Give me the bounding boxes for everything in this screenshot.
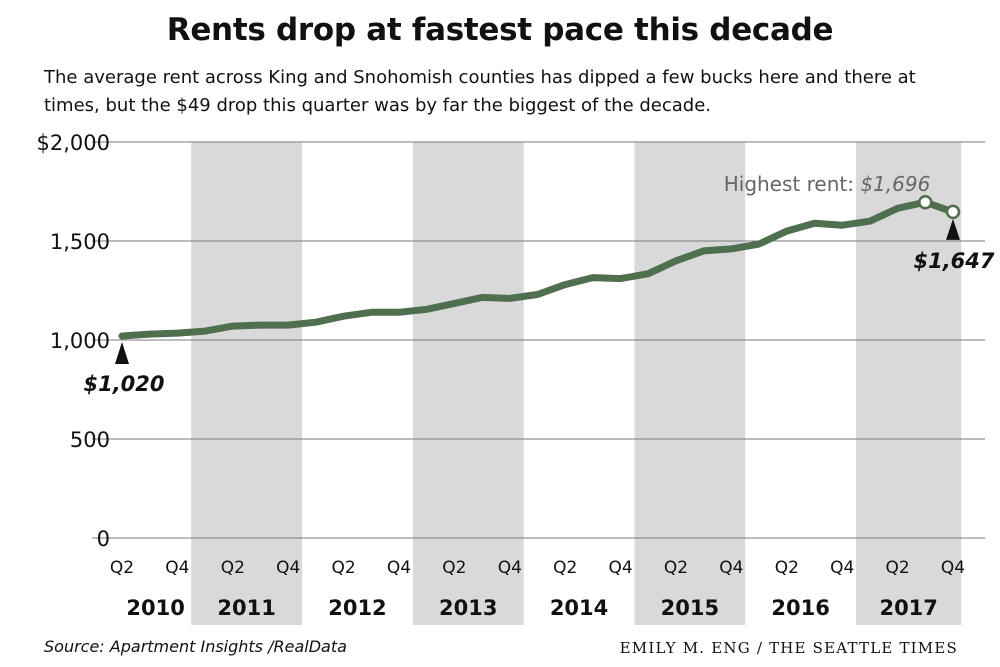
- chart-subtitle: The average rent across King and Snohomi…: [44, 67, 916, 116]
- peak-annotation-prefix: Highest rent:: [724, 172, 861, 196]
- x-tick-label: Q4: [498, 558, 522, 578]
- x-tick-label: Q2: [664, 558, 688, 578]
- year-label-2017: 2017: [879, 596, 937, 620]
- peak-annotation-label: Highest rent: $1,696: [724, 172, 931, 196]
- year-label-2011: 2011: [217, 596, 275, 620]
- start-arrow-marker: [115, 342, 129, 365]
- year-label-2015: 2015: [661, 596, 719, 620]
- year-label-2012: 2012: [328, 596, 386, 620]
- year-label-2016: 2016: [771, 596, 829, 620]
- credit-line: EMILY M. ENG / THE SEATTLE TIMES: [619, 639, 958, 657]
- peak-annotation-value: $1,696: [860, 172, 930, 196]
- x-tick-label: Q2: [221, 558, 245, 578]
- y-tick-label: 0: [97, 527, 110, 551]
- x-tick-label: Q4: [165, 558, 189, 578]
- x-tick-label: Q2: [110, 558, 134, 578]
- x-tick-label: Q2: [885, 558, 909, 578]
- x-tick-label: Q2: [775, 558, 799, 578]
- x-tick-label: Q4: [830, 558, 854, 578]
- rent-series-line: [118, 198, 957, 340]
- year-band-2017: [856, 142, 962, 625]
- x-tick-label: Q4: [608, 558, 632, 578]
- x-tick-label: Q4: [719, 558, 743, 578]
- end-point-marker: [945, 204, 961, 220]
- y-tick-label: 1,000: [50, 329, 110, 353]
- end-value-label: $1,647: [913, 249, 994, 273]
- end-arrow-marker: [946, 218, 960, 240]
- year-label-2013: 2013: [439, 596, 497, 620]
- peak-point-marker: [918, 194, 933, 210]
- year-label-2010: 2010: [126, 596, 184, 620]
- year-band-2013: [412, 142, 524, 625]
- year-label-2014: 2014: [550, 596, 608, 620]
- year-band-2011: [191, 142, 303, 625]
- source-note: Source: Apartment Insights /RealData: [44, 637, 347, 656]
- x-tick-label: Q4: [387, 558, 411, 578]
- y-tick-label: 1,500: [50, 230, 110, 254]
- y-tick-label: 500: [70, 428, 110, 452]
- x-tick-label: Q2: [442, 558, 466, 578]
- x-tick-label: Q4: [941, 558, 965, 578]
- year-band-2015: [634, 142, 746, 625]
- y-tick-label: $2,000: [37, 131, 110, 155]
- chart-title: Rents drop at fastest pace this decade: [166, 12, 834, 48]
- x-tick-label: Q2: [553, 558, 577, 578]
- start-value-label: $1,020: [83, 372, 164, 396]
- x-tick-label: Q2: [331, 558, 355, 578]
- x-tick-label: Q4: [276, 558, 300, 578]
